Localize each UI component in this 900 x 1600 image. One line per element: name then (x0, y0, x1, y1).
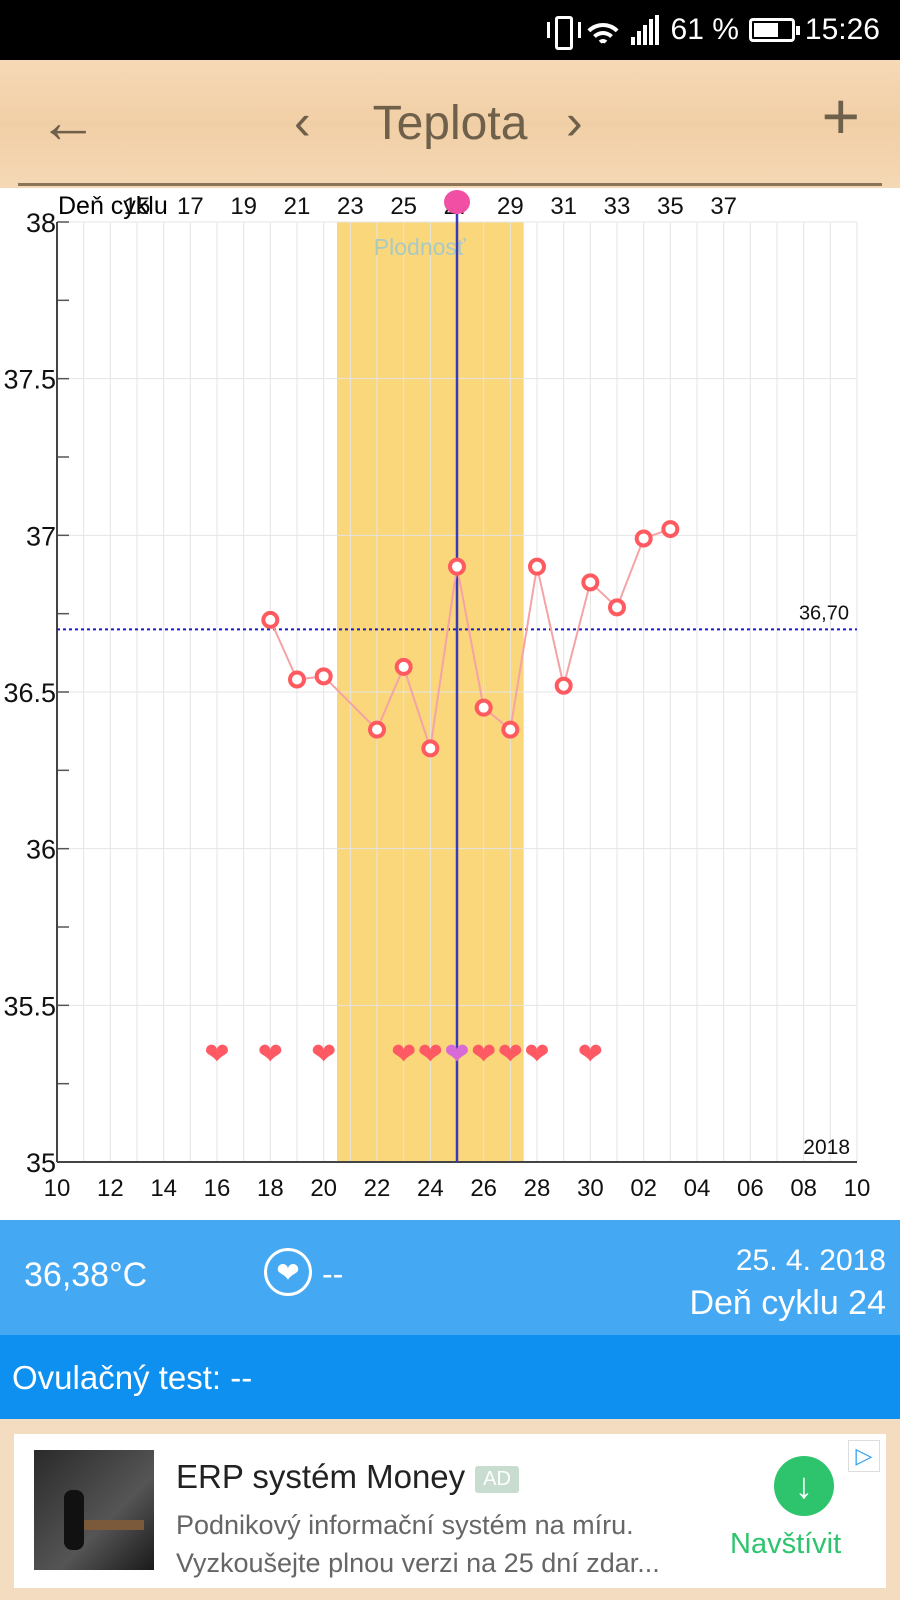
intercourse-heart: ❤ (524, 1037, 549, 1072)
intercourse-heart: ❤ (498, 1037, 523, 1072)
y-tick-label: 35.5 (3, 991, 56, 1021)
y-tick-label: 35 (26, 1148, 56, 1178)
ad-title[interactable]: ERP systém Money AD (176, 1458, 519, 1496)
intercourse-heart: ❤ (391, 1037, 416, 1072)
intercourse-value: -- (322, 1256, 344, 1292)
download-icon[interactable]: ↓ (774, 1456, 834, 1516)
wifi-icon (584, 15, 621, 45)
date-tick-label: 30 (577, 1175, 604, 1202)
heart-icon[interactable]: ❤ (264, 1248, 312, 1296)
y-tick-label: 36 (26, 835, 56, 865)
intercourse-heart: ❤ (258, 1037, 283, 1072)
y-tick-label: 38 (26, 208, 56, 238)
date-tick-label: 16 (204, 1175, 231, 1202)
cycle-day-label: Deň cyklu (58, 192, 168, 220)
ad-choices-icon[interactable]: ▷ (848, 1440, 880, 1472)
cycle-tick-label: 35 (657, 193, 684, 220)
selected-date: 25. 4. 2018 (735, 1244, 886, 1277)
cycle-day: Deň cyklu 24 (689, 1284, 886, 1322)
cycle-tick-label: 29 (497, 193, 524, 220)
back-arrow-icon[interactable]: ← (38, 88, 98, 155)
intercourse-heart: ❤ (471, 1037, 496, 1072)
temperature-point (394, 657, 413, 676)
signal-icon (630, 15, 661, 45)
temperature-point (661, 520, 680, 539)
cycle-tick-label: 25 (390, 193, 417, 220)
cycle-tick-label: 17 (177, 193, 204, 220)
cycle-tick-label: 19 (230, 193, 257, 220)
header-divider (18, 183, 882, 186)
date-tick-label: 06 (737, 1175, 764, 1202)
battery-icon (748, 18, 800, 42)
page-title: Teplota (372, 97, 528, 150)
temperature-point (314, 667, 333, 686)
temperature-value: 36,38°C (24, 1256, 148, 1294)
cycle-tick-label: 31 (550, 193, 577, 220)
vibrate-icon (546, 12, 581, 50)
y-tick-label: 37.5 (3, 365, 56, 395)
date-tick-label: 14 (150, 1175, 177, 1202)
date-tick-label: 10 (44, 1175, 71, 1202)
ovulation-marker (444, 190, 470, 214)
temperature-point (474, 698, 493, 717)
fertile-label: Plodnosť (374, 234, 466, 260)
add-icon[interactable]: + (821, 79, 860, 153)
clock: 15:26 (804, 13, 880, 46)
ovulation-test-row[interactable]: Ovulačný test: -- (0, 1335, 900, 1419)
ad-banner[interactable]: ERP systém Money AD Podnikový informační … (14, 1434, 886, 1588)
ad-image[interactable] (34, 1450, 154, 1570)
temperature-chart[interactable]: 38 37.5 37 36.5 36 35.5 35 Deň cyklu 15 17 19 21 23 2… (0, 188, 900, 1220)
temperature-point (288, 670, 306, 689)
ovulation-test-label: Ovulačný test: -- (12, 1359, 253, 1396)
cycle-tick-label: 23 (337, 193, 364, 220)
date-tick-label: 10 (844, 1175, 871, 1202)
intercourse-heart: ❤ (418, 1037, 443, 1072)
temperature-point (448, 557, 466, 576)
date-tick-label: 04 (684, 1175, 711, 1202)
intercourse-heart: ❤ (578, 1037, 603, 1072)
temperature-point (608, 598, 626, 617)
date-tick-label: 18 (257, 1175, 284, 1202)
temperature-point (261, 610, 280, 629)
year-label: 2018 (803, 1136, 850, 1159)
cycle-tick-label: 21 (284, 193, 311, 220)
temperature-point (634, 529, 653, 548)
temperature-point (368, 720, 386, 739)
date-tick-label: 20 (310, 1175, 337, 1202)
previous-chevron-icon[interactable]: ‹ (294, 94, 311, 150)
y-tick-label: 37 (26, 521, 56, 551)
date-tick-label: 08 (790, 1175, 817, 1202)
intercourse-heart: ❤ (204, 1037, 229, 1072)
temperature-point (581, 573, 600, 592)
ad-badge: AD (475, 1465, 519, 1493)
cycle-tick-label: 33 (604, 193, 631, 220)
temperature-point (501, 720, 520, 739)
intercourse-heart: ❤ (311, 1037, 336, 1072)
next-chevron-icon[interactable]: › (566, 94, 583, 150)
ad-title-text: ERP systém Money (176, 1458, 466, 1495)
date-tick-label: 24 (417, 1175, 444, 1202)
ad-visit-button[interactable]: Navštívit (730, 1528, 842, 1560)
temperature-point (421, 739, 440, 758)
battery-percent: 61 % (670, 13, 739, 46)
cycle-tick-label: 15 (124, 193, 151, 220)
intercourse-heart: ❤ (444, 1037, 469, 1072)
app-header: ← ‹ Teplota › + (0, 60, 900, 188)
date-tick-label: 28 (524, 1175, 551, 1202)
status-bar: 61 % 15:26 (0, 0, 900, 60)
date-tick-label: 02 (630, 1175, 657, 1202)
temperature-point (554, 676, 573, 695)
ad-description: Podnikový informační systém na míru. Vyz… (176, 1506, 736, 1582)
date-tick-label: 26 (470, 1175, 497, 1202)
ad-description-line1: Podnikový informační systém na míru. (176, 1510, 634, 1540)
baseline-label: 36,70 (799, 602, 849, 624)
date-tick-label: 22 (364, 1175, 391, 1202)
temperature-point (528, 557, 546, 576)
day-summary[interactable]: 36,38°C ❤ -- 25. 4. 2018 Deň cyklu 24 (0, 1220, 900, 1335)
date-tick-label: 12 (97, 1175, 124, 1202)
y-tick-label: 36.5 (3, 678, 56, 708)
ad-description-line2: Vyzkoušejte plnou verzi na 25 dní zdar..… (176, 1548, 660, 1578)
cycle-tick-label: 37 (710, 193, 737, 220)
